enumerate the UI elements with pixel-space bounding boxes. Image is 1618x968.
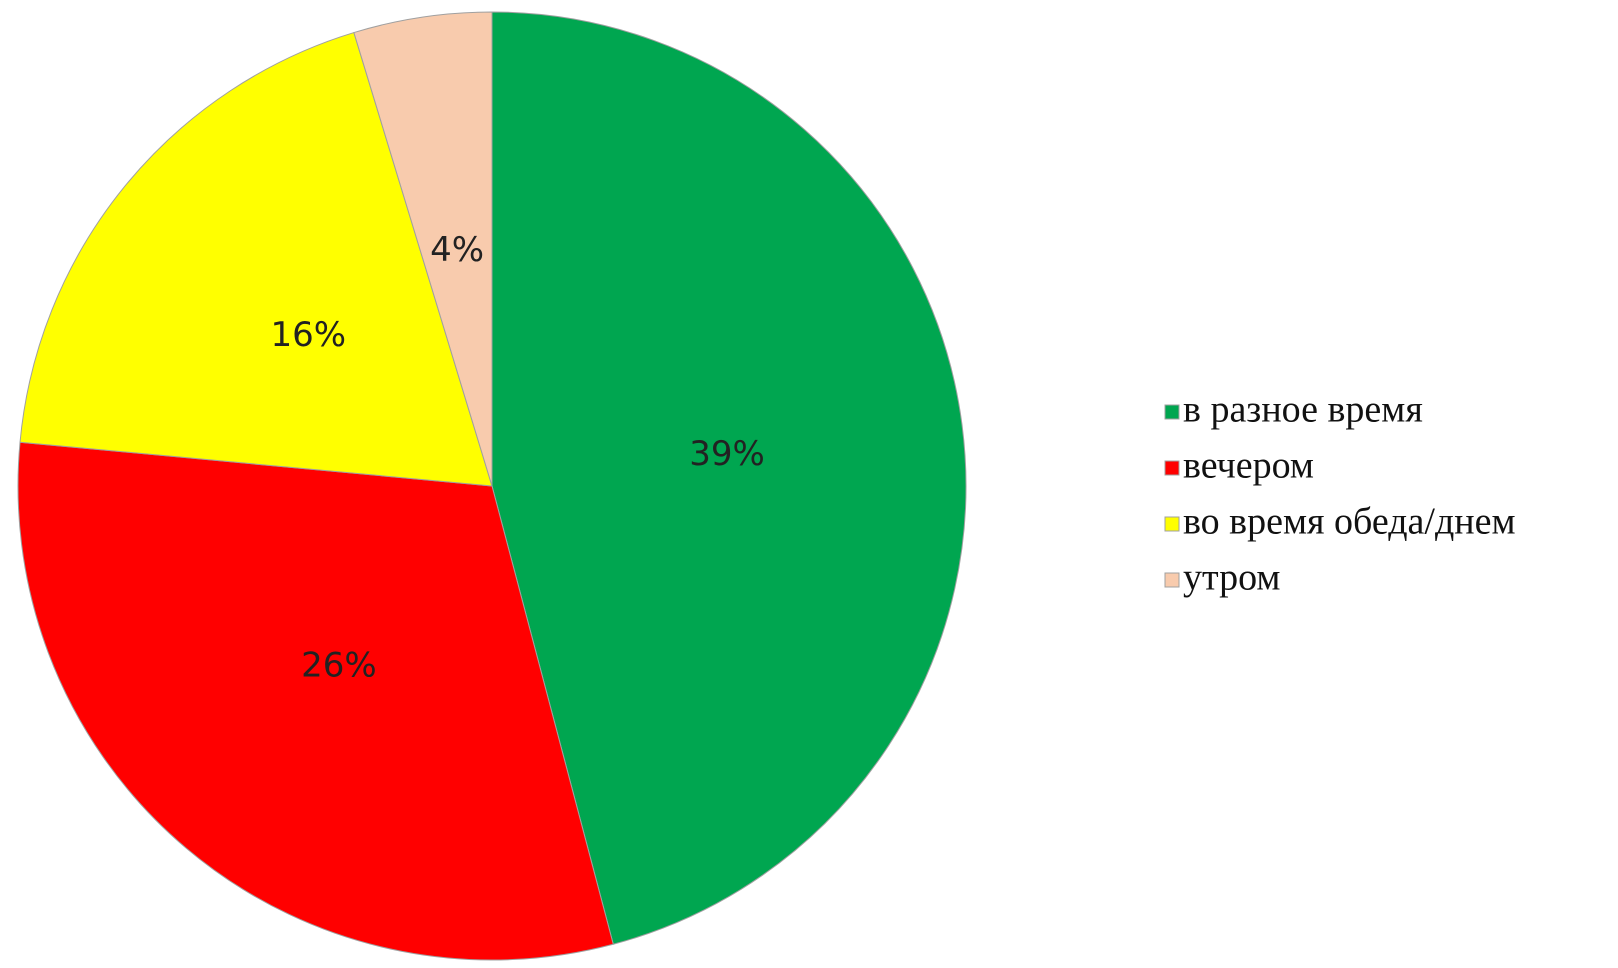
legend-label: утром: [1183, 557, 1280, 599]
data-label: 16%: [270, 315, 346, 355]
pie-slice: [353, 11, 493, 487]
pie-slice: [19, 31, 493, 487]
data-label: 4%: [430, 230, 484, 270]
legend-label: во время обеда/днем: [1183, 501, 1516, 543]
legend-swatch: [1164, 572, 1180, 588]
pie-slice: [491, 11, 967, 945]
legend-swatch: [1164, 516, 1180, 532]
legend-swatch: [1164, 460, 1180, 476]
legend-swatch: [1164, 404, 1180, 420]
legend-label: вечером: [1183, 445, 1314, 487]
data-label: 26%: [301, 645, 377, 685]
pie-slice: [17, 441, 614, 961]
data-label: 39%: [689, 434, 765, 474]
legend-label: в разное время: [1183, 389, 1423, 431]
